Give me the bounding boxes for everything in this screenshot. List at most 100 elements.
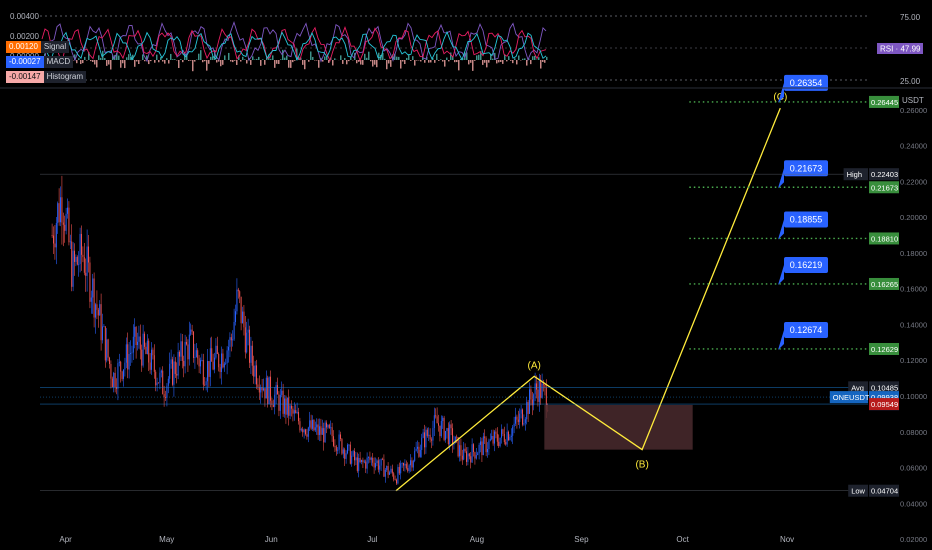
candle-body xyxy=(517,419,519,422)
price-value-box xyxy=(869,168,899,181)
macd-hist-bar xyxy=(456,60,458,63)
candle-body xyxy=(260,387,262,393)
candle-body xyxy=(377,460,379,470)
candle-body xyxy=(232,339,234,341)
candle-body xyxy=(435,415,437,417)
macd-hist-bar xyxy=(90,60,92,62)
macd-pane xyxy=(40,15,868,81)
candle-body xyxy=(415,448,417,451)
macd-hist-bar xyxy=(526,60,528,66)
candle-body xyxy=(432,428,434,441)
candle-body xyxy=(544,384,546,388)
candle-body xyxy=(120,361,122,372)
price-tag-box xyxy=(843,168,868,181)
candle-body xyxy=(281,390,283,395)
candle-body xyxy=(246,332,248,353)
candle-body xyxy=(530,389,532,400)
candle-body xyxy=(249,329,251,363)
x-tick-label: Oct xyxy=(676,535,689,544)
candle-body xyxy=(58,203,60,223)
candle-body xyxy=(419,449,421,457)
macd-hist-bar xyxy=(466,52,468,60)
rsi-label: RSI · 47.99 xyxy=(880,45,921,54)
candle-body xyxy=(478,444,480,454)
candle-body xyxy=(286,397,288,415)
candle-body xyxy=(146,340,148,354)
candle-body xyxy=(151,349,153,370)
candle-body xyxy=(376,460,378,464)
candle-body xyxy=(523,422,525,425)
candle-body xyxy=(320,426,322,435)
macd-hist-bar xyxy=(144,60,146,62)
macd-hist-bar xyxy=(494,52,496,60)
macd-hist-bar xyxy=(368,51,370,60)
candle-body xyxy=(190,329,192,335)
candle-body xyxy=(293,410,295,414)
candle-body xyxy=(349,444,351,464)
candle-body xyxy=(391,468,393,474)
candle-body xyxy=(288,397,290,416)
candle-body xyxy=(201,359,203,361)
macd-hist-bar xyxy=(290,60,292,68)
candle-body xyxy=(520,409,522,414)
macd-hist-bar xyxy=(440,59,442,60)
candle-body xyxy=(354,451,356,461)
candle-body xyxy=(522,409,524,425)
macd-hist-bar xyxy=(148,60,150,65)
macd-hist-bar xyxy=(304,60,306,70)
macd-hist-bar xyxy=(538,57,540,60)
candle-body xyxy=(114,372,116,388)
candle-body xyxy=(291,405,293,409)
candle-body xyxy=(153,355,155,372)
candle-body xyxy=(141,349,143,366)
candle-body xyxy=(418,446,420,457)
macd-hist-bar xyxy=(236,60,238,65)
macd-hist-bar xyxy=(118,55,120,60)
candle-body xyxy=(456,436,458,438)
price-value-label: 0.22403 xyxy=(871,170,898,179)
macd-hist-bar xyxy=(240,60,242,62)
macd-hist-bar xyxy=(264,60,266,65)
candle-body xyxy=(128,353,130,370)
macd-hist-bar xyxy=(356,60,358,64)
candle-body xyxy=(498,441,500,447)
candle-body xyxy=(198,358,200,367)
macd-hist-bar xyxy=(178,60,180,68)
macd-hist-bar xyxy=(122,60,124,64)
candle-body xyxy=(163,394,165,398)
macd-hist-bar xyxy=(386,60,388,70)
candle-body xyxy=(422,432,424,438)
candle-body xyxy=(299,421,301,431)
candle-body xyxy=(193,331,195,358)
candle-body xyxy=(51,235,53,236)
macd-hist-bar xyxy=(374,60,376,65)
target-callout-label: 0.18855 xyxy=(790,214,823,224)
macd-legend: -0.00027 MACD xyxy=(6,56,74,68)
candle-body xyxy=(116,387,118,389)
rsi-badge xyxy=(877,43,923,54)
macd-hist-bar xyxy=(438,60,440,61)
candle-body xyxy=(240,296,242,324)
macd-hist-bar xyxy=(96,60,98,68)
macd-hist-bar xyxy=(200,50,202,60)
candle-body xyxy=(139,336,141,350)
candle-body xyxy=(319,426,321,435)
candle-body xyxy=(177,351,179,376)
macd-hist-bar xyxy=(230,60,232,62)
candle-body xyxy=(345,453,347,459)
candle-body xyxy=(118,361,120,364)
candle-body xyxy=(431,439,433,441)
candle-body xyxy=(545,387,547,411)
candle-body xyxy=(57,203,59,224)
candle-body xyxy=(397,467,399,484)
candle-body xyxy=(180,341,182,357)
candle-body xyxy=(475,455,477,459)
candle-body xyxy=(298,411,300,422)
macd-hist-bar xyxy=(158,60,160,63)
candle-body xyxy=(404,463,406,466)
macd-hist-bar xyxy=(328,60,330,63)
candle-body xyxy=(235,311,237,322)
candle-body xyxy=(167,378,169,386)
candle-body xyxy=(295,410,297,414)
